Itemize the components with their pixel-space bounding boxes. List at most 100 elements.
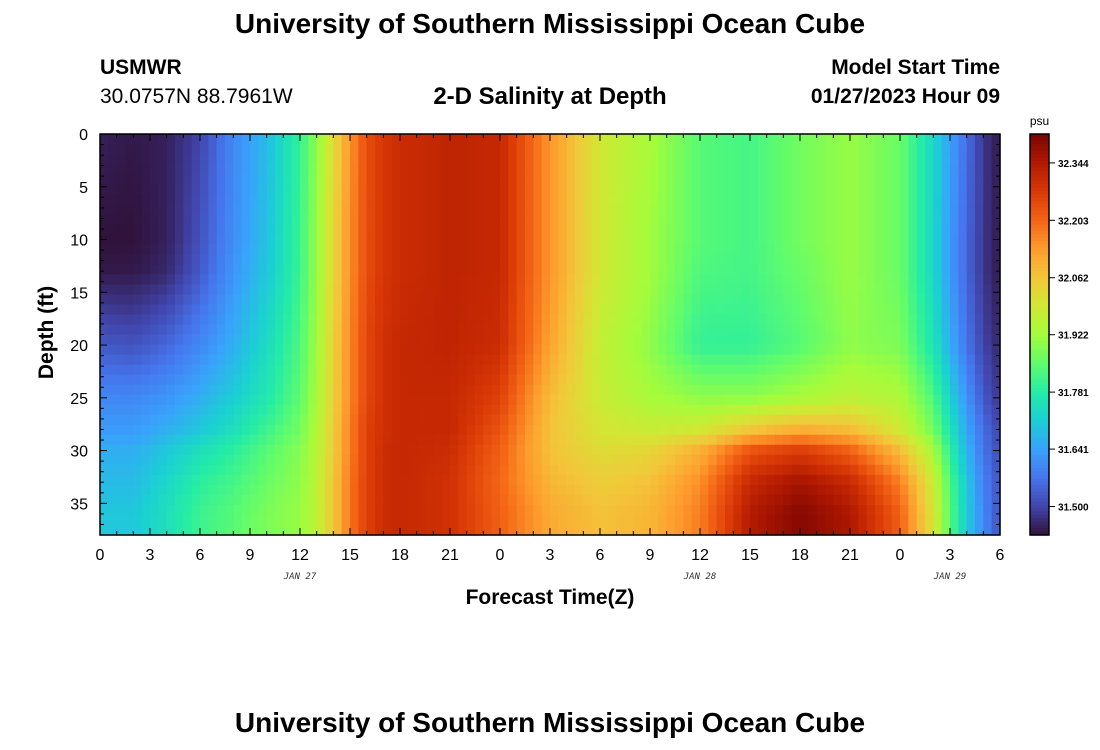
heatmap-cell — [341, 254, 351, 265]
heatmap-cell — [733, 354, 743, 366]
heatmap-cell — [725, 494, 734, 506]
heatmap-cell — [608, 324, 618, 336]
heatmap-cell — [725, 274, 734, 285]
heatmap-cell — [500, 334, 509, 346]
x-tick-label: 6 — [996, 547, 1005, 564]
heatmap-cell — [550, 134, 559, 145]
heatmap-cell — [775, 264, 784, 275]
heatmap-cell — [583, 234, 593, 245]
heatmap-cell — [183, 224, 193, 235]
heatmap-cell — [941, 494, 951, 506]
heatmap-cell — [466, 404, 476, 416]
heatmap-cell — [791, 344, 801, 356]
heatmap-cell — [566, 314, 576, 326]
heatmap-cell — [158, 414, 168, 426]
heatmap-cell — [416, 524, 426, 536]
heatmap-cell — [750, 144, 759, 155]
heatmap-cell — [483, 354, 493, 366]
heatmap-cell — [450, 324, 459, 336]
heatmap-cell — [616, 224, 626, 235]
heatmap-cell — [850, 144, 859, 155]
heatmap-cell — [350, 304, 359, 316]
heatmap-cell — [216, 244, 226, 255]
heatmap-cell — [425, 174, 434, 185]
heatmap-cell — [241, 194, 251, 205]
heatmap-cell — [641, 234, 651, 245]
heatmap-cell — [308, 364, 318, 376]
heatmap-cell — [416, 484, 426, 496]
heatmap-cell — [466, 524, 476, 536]
heatmap-cell — [816, 154, 826, 165]
heatmap-cell — [808, 464, 818, 476]
heatmap-cell — [983, 304, 993, 316]
heatmap-cell — [741, 484, 751, 496]
heatmap-cell — [683, 384, 693, 396]
heatmap-cell — [408, 474, 418, 486]
heatmap-cell — [566, 344, 576, 356]
heatmap-cell — [550, 244, 559, 255]
heatmap-cell — [108, 294, 118, 306]
heatmap-cell — [383, 284, 393, 296]
heatmap-cell — [191, 444, 201, 456]
heatmap-cell — [625, 314, 634, 326]
heatmap-cell — [483, 154, 493, 165]
heatmap-cell — [483, 474, 493, 486]
heatmap-cell — [158, 214, 168, 225]
heatmap-cell — [366, 354, 376, 366]
heatmap-cell — [508, 514, 518, 526]
colorbar-swatch — [1030, 488, 1049, 493]
heatmap-cell — [308, 234, 318, 245]
heatmap-cell — [391, 334, 401, 346]
heatmap-cell — [866, 474, 876, 486]
heatmap-cell — [158, 354, 168, 366]
heatmap-cell — [941, 424, 951, 436]
heatmap-cell — [516, 284, 526, 296]
heatmap-cell — [941, 214, 951, 225]
heatmap-cell — [400, 404, 409, 416]
heatmap-cell — [141, 194, 151, 205]
heatmap-cell — [975, 414, 984, 426]
heatmap-cell — [591, 474, 601, 486]
heatmap-cell — [183, 244, 193, 255]
heatmap-cell — [591, 484, 601, 496]
heatmap-cell — [858, 324, 868, 336]
heatmap-cell — [766, 214, 776, 225]
heatmap-cell — [625, 384, 634, 396]
heatmap-cell — [975, 224, 984, 235]
heatmap-cell — [400, 504, 409, 516]
heatmap-cell — [608, 184, 618, 195]
heatmap-cell — [808, 244, 818, 255]
heatmap-cell — [800, 504, 809, 516]
heatmap-cell — [350, 504, 359, 516]
heatmap-cell — [216, 174, 226, 185]
heatmap-cell — [983, 434, 993, 446]
heatmap-cell — [125, 174, 134, 185]
heatmap-cell — [708, 454, 718, 466]
heatmap-cell — [183, 454, 193, 466]
heatmap-cell — [508, 244, 518, 255]
heatmap-cell — [525, 444, 534, 456]
heatmap-cell — [783, 454, 793, 466]
heatmap-cell — [341, 234, 351, 245]
heatmap-cell — [233, 424, 243, 436]
heatmap-cell — [875, 284, 884, 296]
heatmap-cell — [400, 364, 409, 376]
heatmap-cell — [383, 434, 393, 446]
colorbar-swatch — [1030, 458, 1049, 463]
heatmap-cell — [808, 354, 818, 366]
heatmap-cell — [341, 324, 351, 336]
heatmap-cell — [283, 344, 293, 356]
heatmap-cell — [750, 314, 759, 326]
heatmap-cell — [341, 444, 351, 456]
heatmap-cell — [433, 174, 443, 185]
heatmap-cell — [850, 384, 859, 396]
heatmap-cell — [375, 504, 384, 516]
heatmap-cell — [441, 494, 451, 506]
heatmap-cell — [700, 324, 709, 336]
heatmap-cell — [566, 264, 576, 275]
heatmap-cell — [116, 344, 126, 356]
heatmap-cell — [708, 304, 718, 316]
heatmap-cell — [625, 214, 634, 225]
heatmap-cell — [208, 194, 218, 205]
heatmap-cell — [491, 304, 501, 316]
